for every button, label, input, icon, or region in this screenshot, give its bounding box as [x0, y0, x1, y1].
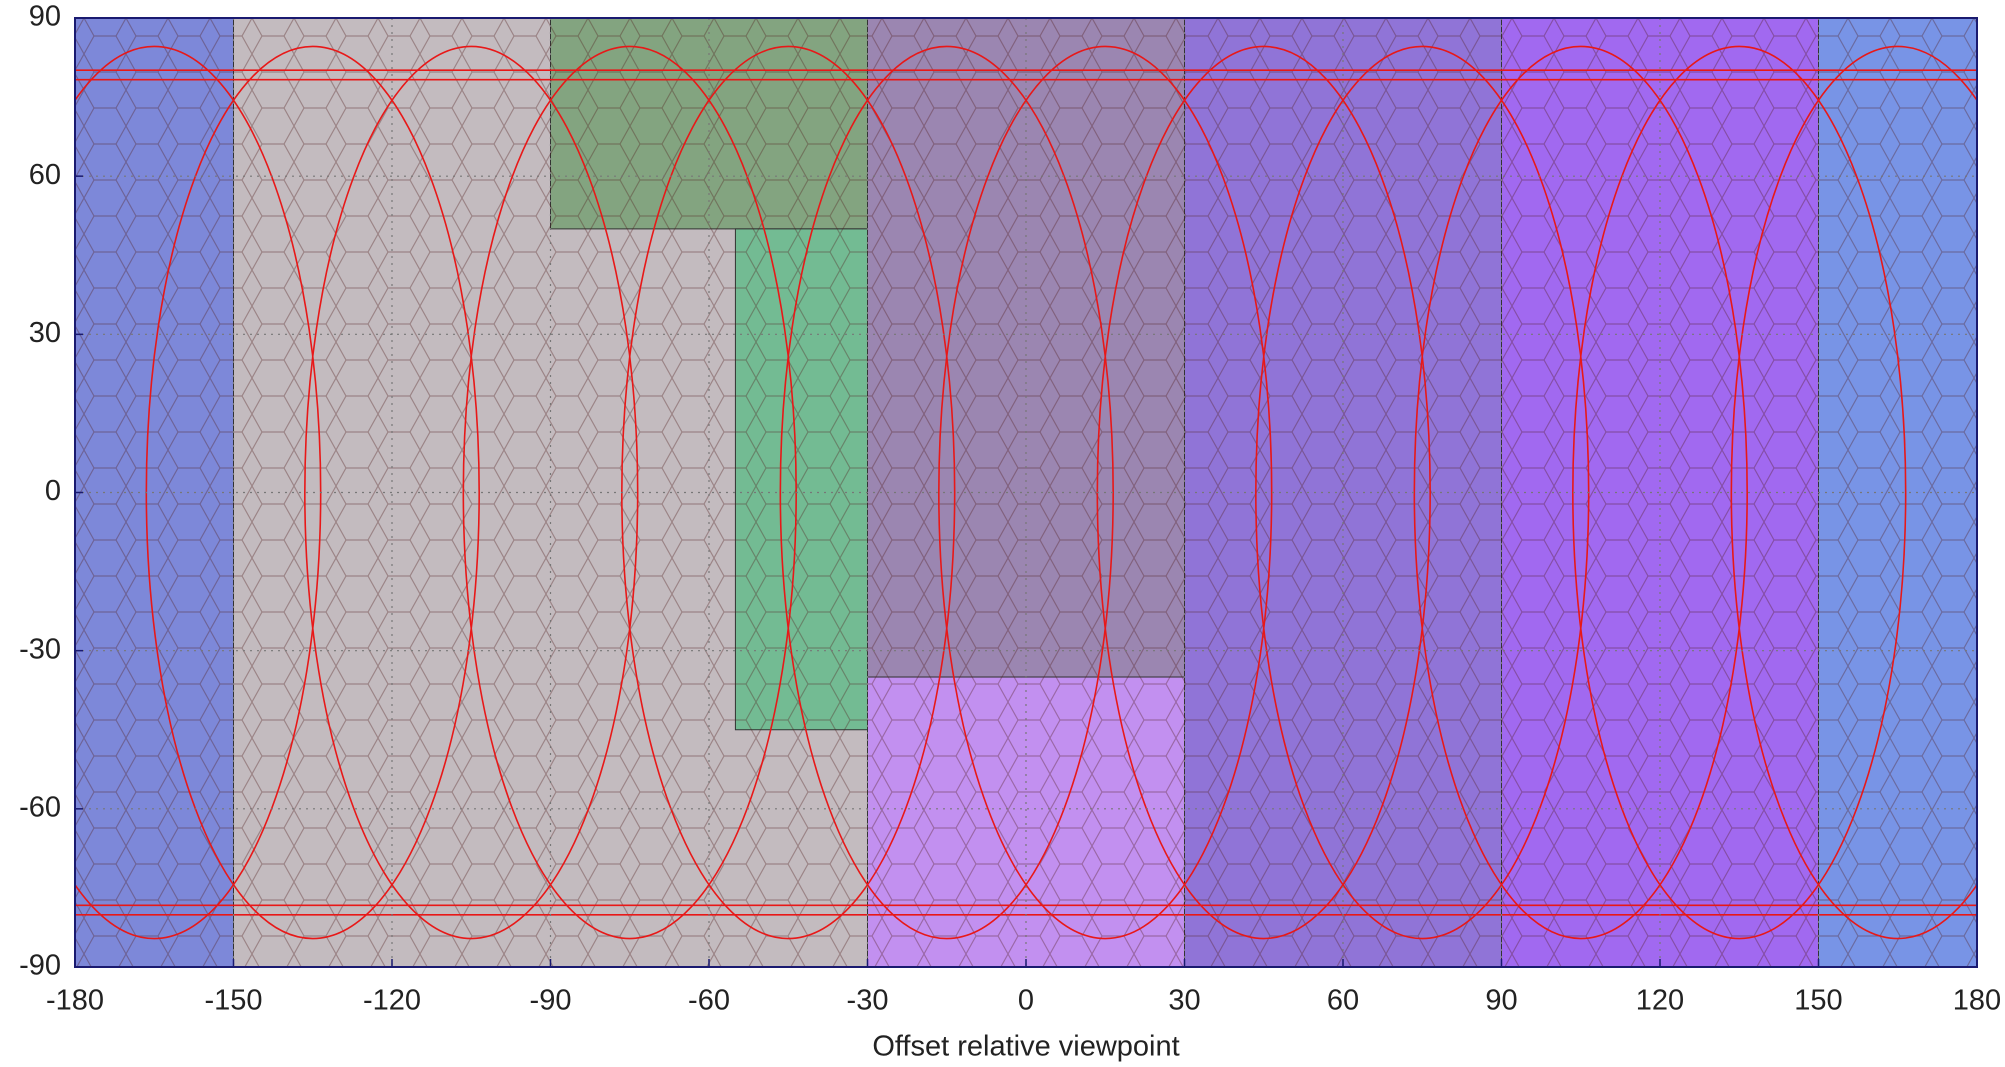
x-tick-label: 120 [1636, 985, 1684, 1017]
x-tick-label: 30 [1168, 985, 1200, 1017]
x-tick-label: 0 [1018, 985, 1034, 1017]
x-tick-label: -120 [363, 985, 421, 1017]
x-tick-label: -60 [688, 985, 730, 1017]
y-tick-label: -60 [19, 791, 61, 823]
x-tick-label: -30 [847, 985, 889, 1017]
x-tick-label: 180 [1953, 985, 2001, 1017]
x-tick-label: 150 [1794, 985, 1842, 1017]
y-tick-label: -90 [19, 950, 61, 982]
x-tick-label: 60 [1327, 985, 1359, 1017]
x-tick-label: -180 [46, 985, 104, 1017]
y-tick-label: 90 [29, 1, 61, 33]
x-tick-label: -90 [530, 985, 572, 1017]
y-tick-label: 60 [29, 159, 61, 191]
x-axis-label: Offset relative viewpoint [872, 1031, 1179, 1063]
x-tick-label: 90 [1485, 985, 1517, 1017]
y-tick-label: -30 [19, 633, 61, 665]
chart: Offset relative viewpoint -180 -150 -120 -9… [0, 0, 2005, 1067]
y-tick-label: 30 [29, 317, 61, 349]
x-tick-label: -150 [204, 985, 262, 1017]
y-tick-label: 0 [45, 475, 61, 507]
